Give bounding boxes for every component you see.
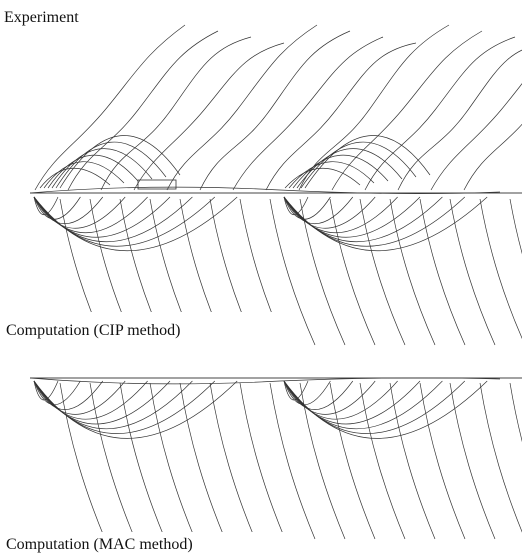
contour-line: [480, 383, 522, 539]
contour-line: [284, 197, 420, 237]
experiment-contours: [35, 25, 522, 190]
contour-line: [431, 25, 522, 190]
contour-line: [35, 25, 185, 190]
contour-line: [34, 197, 170, 237]
contour-line: [300, 383, 345, 539]
contour-line: [330, 383, 375, 539]
contour-line: [68, 31, 218, 190]
contour-line: [210, 383, 255, 539]
contour-line: [360, 383, 405, 539]
contour-line: [300, 199, 345, 345]
contour-line: [200, 31, 350, 190]
contour-line: [299, 25, 449, 190]
contour-line: [270, 383, 315, 539]
contour-line: [360, 199, 405, 345]
contour-line: [390, 383, 435, 539]
contour-line: [167, 25, 317, 190]
contour-line: [297, 149, 402, 188]
contour-line: [284, 381, 420, 424]
contour-line: [305, 136, 430, 188]
contour-line: [90, 383, 135, 539]
contour-line: [48, 155, 138, 188]
mac-contours: [34, 381, 522, 539]
contour-line: [285, 168, 360, 188]
contour-line: [450, 199, 495, 345]
panel-label: Computation (CIP method): [6, 322, 181, 339]
contour-line: [330, 199, 375, 345]
contour-line: [180, 383, 225, 539]
contour-line: [450, 383, 495, 539]
contour-line: [480, 199, 522, 345]
panel-label: Computation (MAC method): [6, 536, 193, 553]
contour-line: [34, 381, 170, 424]
contour-line: [150, 383, 195, 539]
contour-line: [52, 149, 152, 188]
contour-line: [240, 383, 285, 539]
contour-line: [134, 43, 284, 190]
contour-line: [398, 43, 522, 190]
page: {"panels": [ {"label": "Experiment"}, {"…: [0, 0, 522, 555]
panel-label: Experiment: [4, 9, 79, 26]
contour-line: [390, 199, 435, 345]
contour-line: [365, 37, 515, 190]
figure: Experiment Computation (CIP method) Comp…: [0, 0, 522, 555]
contour-line: [420, 199, 465, 345]
contour-line: [284, 381, 465, 434]
contour-line: [233, 37, 383, 190]
hull-outline: [30, 378, 500, 384]
contour-line: [284, 197, 465, 246]
